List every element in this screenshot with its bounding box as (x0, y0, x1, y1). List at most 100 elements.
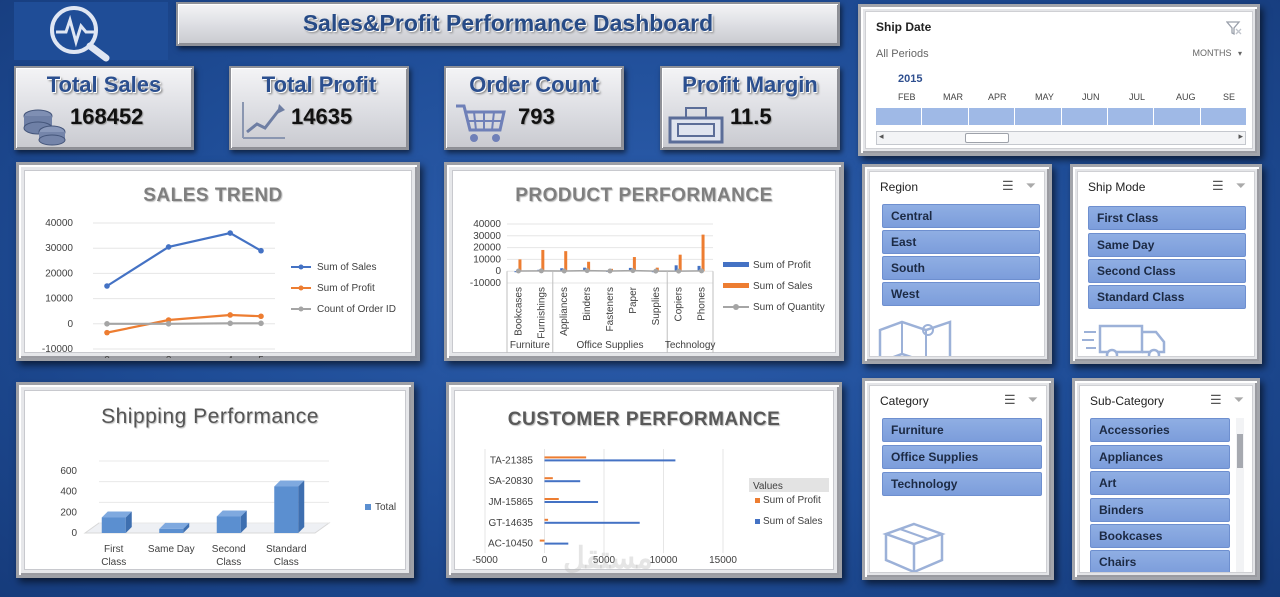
ship-date-timeline: Ship Date All Periods MONTHS ▾ 2015 FEB … (858, 4, 1260, 156)
panel-title: PRODUCT PERFORMANCE (515, 185, 773, 206)
x-category-label: Phones (697, 287, 708, 321)
multi-select-icon[interactable]: ☰ (1001, 178, 1014, 193)
slicer-item-south[interactable]: South (882, 256, 1040, 280)
timeline-segment[interactable] (1062, 108, 1108, 125)
timeline-segment[interactable] (876, 108, 923, 125)
timeline-segment[interactable] (969, 108, 1016, 125)
kpi-value: 14635 (291, 104, 353, 129)
slicer-item-west[interactable]: West (882, 282, 1040, 306)
bar-profit (544, 477, 553, 480)
data-point (699, 268, 705, 274)
sales-trend-chart[interactable]: 40000 30000 20000 10000 0 -10000 0 2 4 5 Sum of Sa… (25, 171, 417, 358)
data-point (104, 329, 110, 336)
y-category-label: GT-14635 (489, 518, 534, 529)
slicer-item-standard-class[interactable]: Standard Class (1088, 285, 1246, 309)
slicer-item-east[interactable]: East (882, 230, 1040, 254)
scroll-right-icon[interactable]: ▸ (1238, 131, 1243, 141)
slicer-item-office-supplies[interactable]: Office Supplies (882, 445, 1042, 469)
bar-side (240, 510, 247, 533)
data-point (104, 321, 110, 327)
scrollbar-thumb[interactable] (965, 133, 1009, 143)
data-point (607, 268, 613, 274)
bar-top (159, 522, 190, 529)
data-point (258, 313, 264, 320)
multi-select-icon[interactable]: ☰ (1211, 178, 1224, 193)
slicer-toolbar: ☰ ⏷ (1212, 178, 1246, 194)
clear-filter-icon[interactable]: ⏷ (1235, 178, 1246, 193)
data-point (165, 321, 172, 327)
timeline-segment[interactable] (922, 108, 969, 125)
slicer-item-accessories[interactable]: Accessories (1090, 418, 1230, 442)
timeline-month: AUG (1176, 92, 1196, 102)
data-point (104, 283, 110, 289)
slicer-item-first-class[interactable]: First Class (1088, 206, 1246, 230)
slicer-item-technology[interactable]: Technology (882, 472, 1042, 496)
legend-swatch (755, 498, 760, 503)
slicer-item-bookcases[interactable]: Bookcases (1090, 524, 1230, 548)
bar-side (125, 511, 132, 533)
y-tick-label: 10000 (45, 294, 73, 305)
customer-performance-chart[interactable]: -5000 0 5000 10000 15000 TA-21385 SA-20830 JM-1… (455, 391, 839, 575)
x-tick-label: 0 (542, 555, 548, 566)
x-category-label: Standard Class (266, 544, 307, 568)
timeline-scrollbar[interactable]: ◂ ▸ (876, 131, 1246, 145)
scrollbar-thumb[interactable] (1237, 434, 1243, 468)
bar-profit (628, 267, 632, 272)
timeline-segment[interactable] (1015, 108, 1062, 125)
clear-filter-icon[interactable]: ⏷ (1027, 392, 1038, 407)
timeline-segment[interactable] (1201, 108, 1246, 125)
slicer-item-central[interactable]: Central (882, 204, 1040, 228)
slicer-title: Region (880, 180, 919, 194)
timeline-month: JUN (1082, 92, 1100, 102)
y-tick-label: -10000 (470, 278, 502, 289)
slicer-item-second-class[interactable]: Second Class (1088, 259, 1246, 283)
sales-trend-panel: SALES TREND 40000 30000 20000 10000 0 -10000 0… (16, 162, 420, 361)
timeline-bar[interactable] (876, 108, 1246, 125)
scroll-left-icon[interactable]: ◂ (879, 131, 884, 141)
timeline-year: 2015 (898, 73, 923, 85)
clear-filter-icon[interactable]: ⏷ (1233, 392, 1244, 407)
bar (101, 517, 126, 533)
x-category-label: Bookcases (513, 287, 524, 336)
legend-swatch (723, 262, 749, 267)
timeline-unit-dropdown[interactable]: MONTHS ▾ (1192, 48, 1242, 58)
slicer-item-same-day[interactable]: Same Day (1088, 233, 1246, 257)
x-tick-label: 2 (166, 355, 172, 358)
slicer-scrollbar[interactable] (1236, 418, 1244, 572)
y-tick-label: 20000 (473, 243, 501, 254)
slicer-item-appliances[interactable]: Appliances (1090, 445, 1230, 469)
timeline-periods: All Periods (876, 48, 929, 60)
kpi-label: Total Profit (261, 72, 377, 97)
data-point (630, 268, 636, 274)
timeline-segment[interactable] (1108, 108, 1155, 125)
data-point (258, 320, 264, 327)
shopping-cart-icon (456, 104, 506, 142)
x-category-label: Binders (582, 287, 593, 321)
x-category-label: Copiers (674, 287, 685, 321)
clear-filter-icon[interactable] (1226, 20, 1242, 36)
timeline-segment[interactable] (1154, 108, 1201, 125)
clear-filter-icon[interactable]: ⏷ (1025, 178, 1036, 193)
kpi-total-profit: Total Profit 14635 (229, 66, 409, 150)
shipping-performance-chart[interactable]: 600 400 200 0 First Class Same Day Second Class S… (25, 391, 411, 575)
bar-profit (583, 267, 587, 272)
slicer-item-chairs[interactable]: Chairs (1090, 550, 1230, 572)
slicer-item-art[interactable]: Art (1090, 471, 1230, 495)
bar-sales (564, 251, 568, 272)
bar-sales (518, 259, 522, 272)
slicer-title: Ship Mode (1088, 180, 1146, 194)
x-category-label: Supplies (651, 287, 662, 325)
panel-title: CUSTOMER PERFORMANCE (507, 409, 781, 430)
slicer-item-binders[interactable]: Binders (1090, 498, 1230, 522)
multi-select-icon[interactable]: ☰ (1003, 392, 1016, 407)
data-point (515, 268, 521, 274)
bar-sales (541, 249, 545, 272)
ship-mode-slicer: Ship Mode ☰ ⏷ First Class Same Day Secon… (1070, 164, 1262, 364)
x-category-label: Furnishings (536, 287, 547, 339)
slicer-item-furniture[interactable]: Furniture (882, 418, 1042, 442)
y-category-label: TA-21385 (490, 455, 534, 466)
timeline-title: Ship Date (876, 20, 932, 34)
multi-select-icon[interactable]: ☰ (1209, 392, 1222, 407)
cash-register-icon (668, 107, 724, 144)
